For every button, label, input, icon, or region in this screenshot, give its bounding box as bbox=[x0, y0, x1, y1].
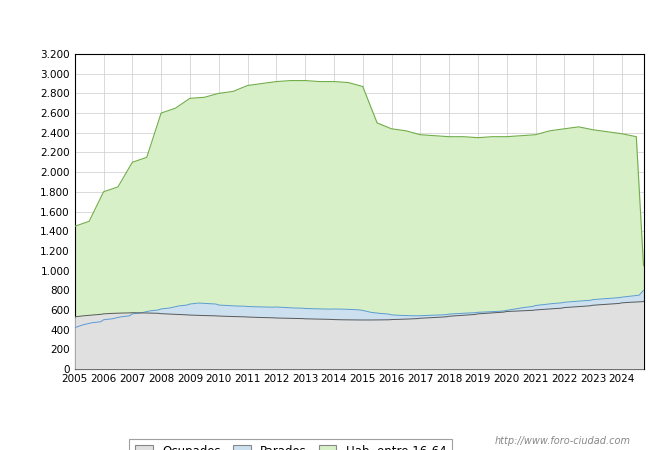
Text: http://www.foro-ciudad.com: http://www.foro-ciudad.com bbox=[495, 436, 630, 446]
Text: Arboleas - Evolucion de la poblacion en edad de Trabajar Septiembre de 2024: Arboleas - Evolucion de la poblacion en … bbox=[65, 16, 585, 29]
Legend: Ocupados, Parados, Hab. entre 16-64: Ocupados, Parados, Hab. entre 16-64 bbox=[129, 439, 452, 450]
